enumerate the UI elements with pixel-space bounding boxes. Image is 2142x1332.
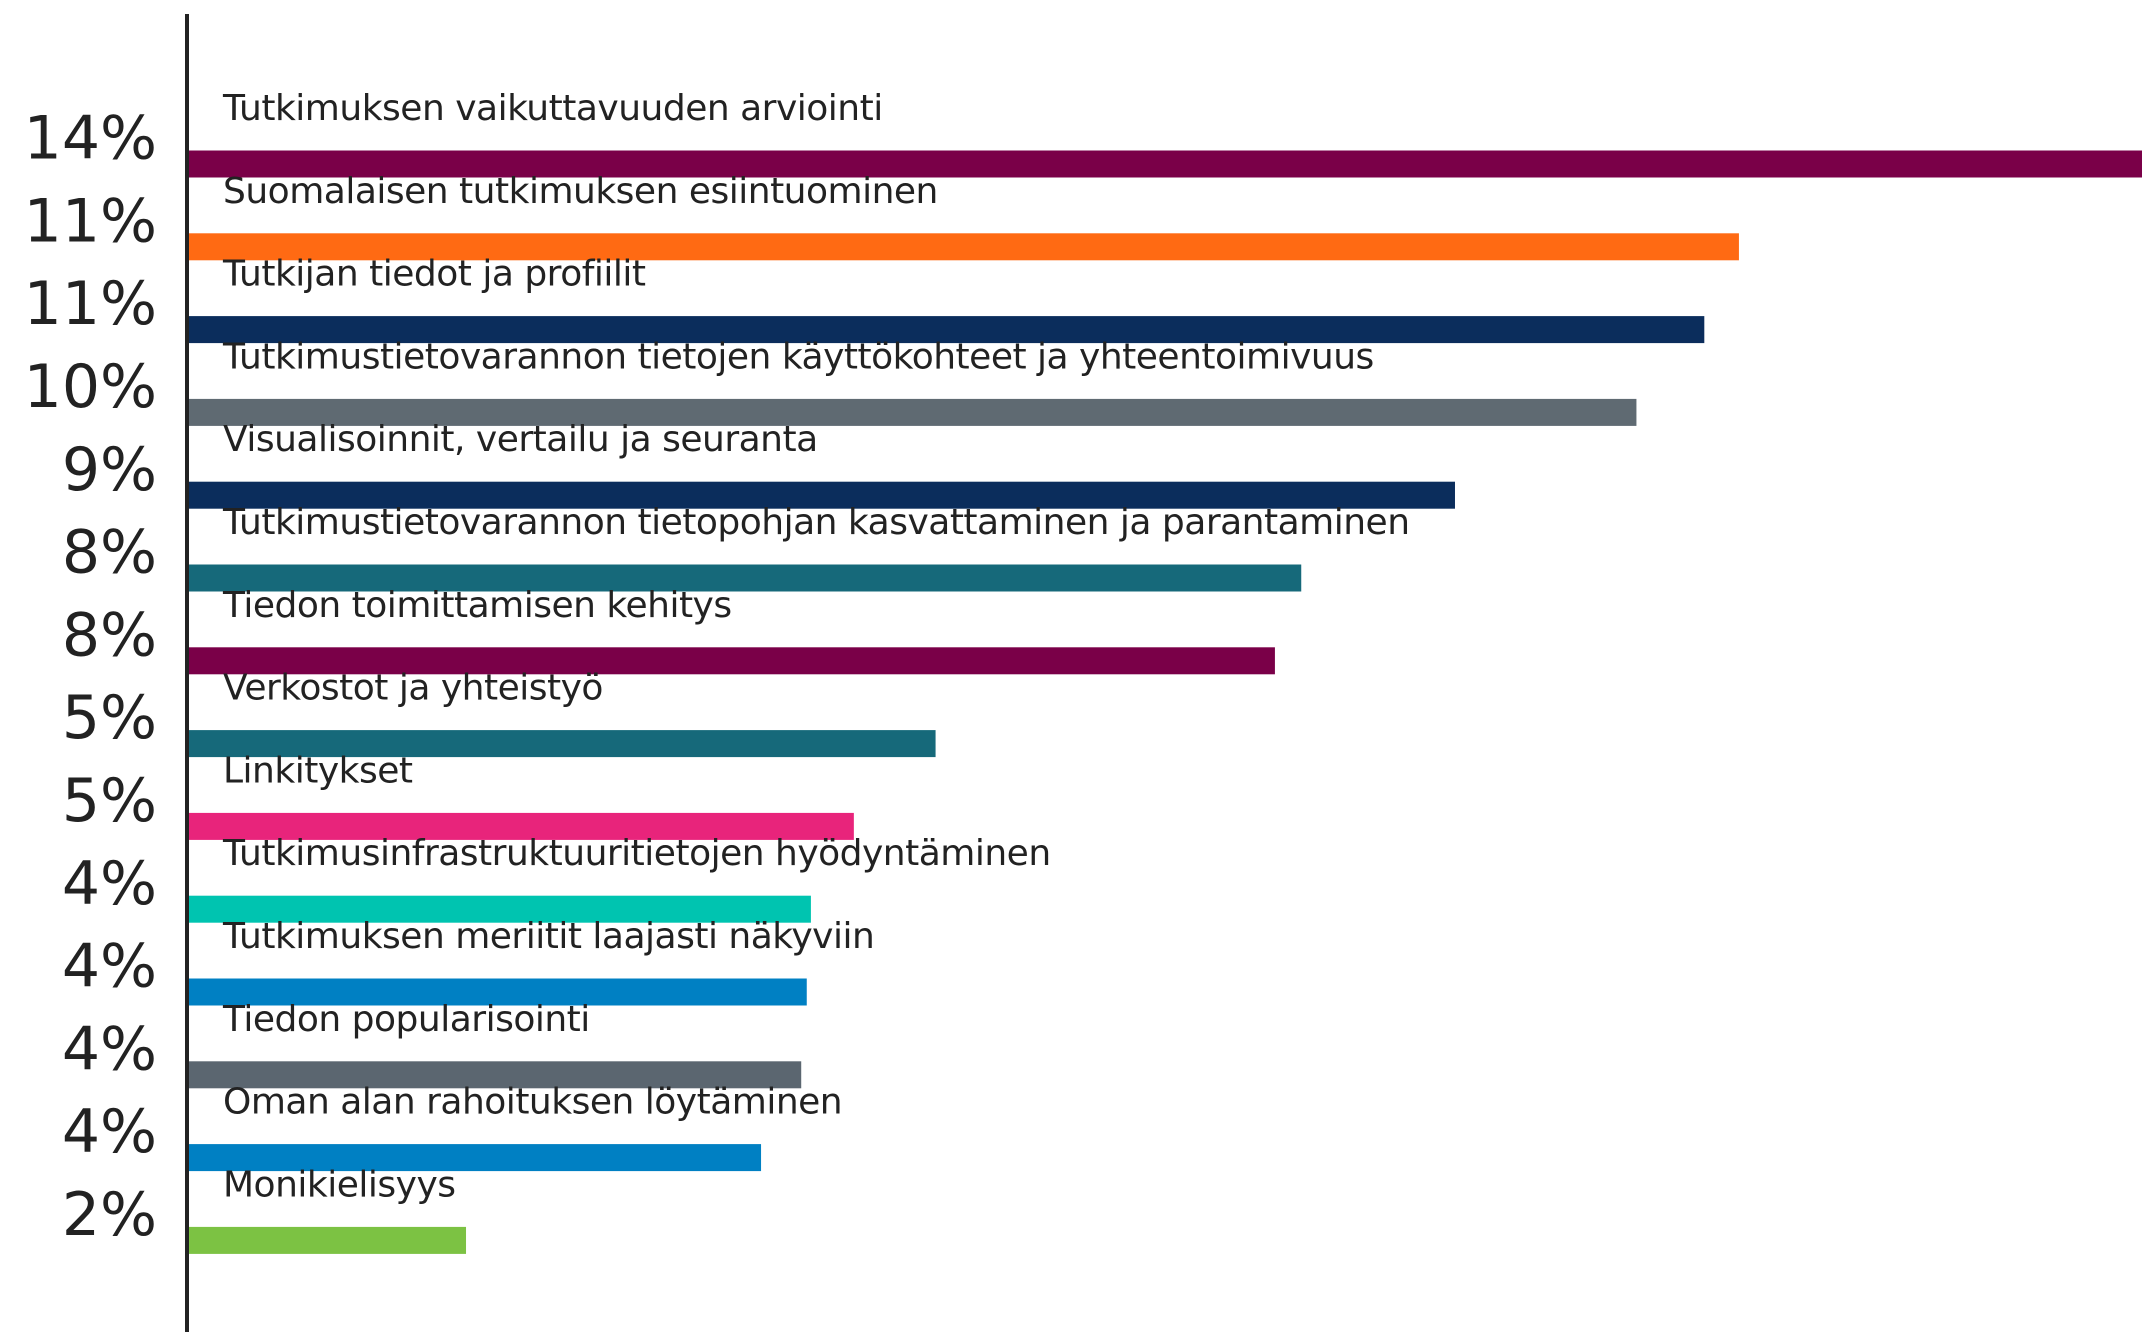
category-label: Tiedon popularisointi [222, 999, 590, 1040]
category-label: Tutkimuksen meriitit laajasti näkyviin [222, 916, 874, 957]
category-label: Tiedon toimittamisen kehitys [222, 585, 732, 626]
category-label: Tutkijan tiedot ja profiilit [222, 254, 646, 295]
category-label: Linkitykset [223, 750, 413, 791]
value-label: 4% [62, 932, 157, 1002]
value-label: 9% [62, 435, 157, 505]
bar [189, 895, 811, 923]
category-label: Oman alan rahoituksen löytäminen [223, 1082, 842, 1123]
value-label: 5% [62, 683, 157, 753]
category-label: Tutkimusinfrastruktuuritietojen hyödyntä… [222, 833, 1051, 874]
value-label: 4% [62, 1014, 157, 1084]
bar [189, 812, 854, 840]
category-label: Suomalaisen tutkimuksen esiintuominen [223, 171, 938, 212]
value-label: 4% [62, 1097, 157, 1167]
category-label: Tutkimustietovarannon tietojen käyttökoh… [222, 336, 1374, 377]
bar [189, 316, 1705, 344]
bar [189, 398, 1637, 426]
value-label: 8% [62, 600, 157, 670]
value-label: 14% [24, 104, 157, 174]
bar [189, 233, 1739, 261]
category-label: Visualisoinnit, vertailu ja seuranta [223, 419, 818, 460]
value-label: 8% [62, 518, 157, 588]
value-label: 11% [24, 186, 157, 256]
category-label: Verkostot ja yhteistyö [223, 668, 603, 709]
bar [189, 1061, 802, 1089]
bar [189, 730, 936, 758]
value-label: 2% [62, 1180, 157, 1250]
bar [189, 564, 1302, 592]
value-label: 10% [24, 352, 157, 422]
category-label: Tutkimustietovarannon tietopohjan kasvat… [222, 502, 1410, 543]
bar [189, 978, 807, 1006]
bar [189, 150, 2142, 178]
value-label: 5% [62, 766, 157, 836]
bar [189, 1226, 467, 1254]
bar [189, 647, 1275, 675]
bar [189, 481, 1455, 509]
category-label: Monikielisyys [223, 1164, 456, 1205]
category-label: Tutkimuksen vaikuttavuuden arviointi [222, 88, 883, 129]
bar [189, 1144, 762, 1172]
value-label: 4% [62, 849, 157, 919]
value-label: 11% [24, 269, 157, 339]
